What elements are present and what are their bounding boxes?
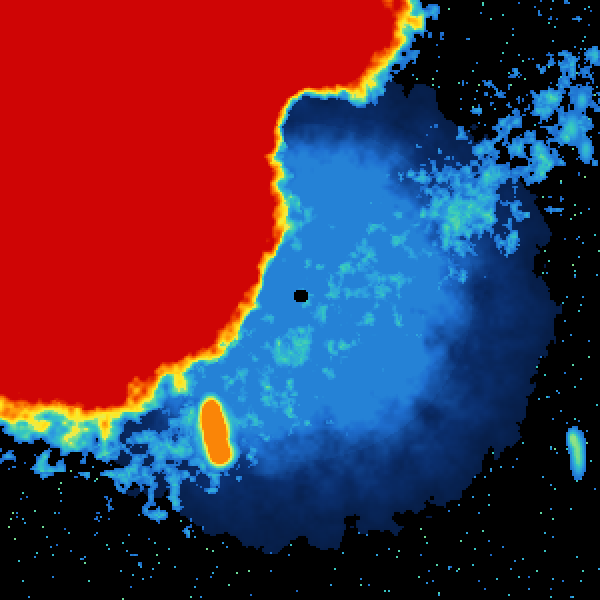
radar-reflectivity-canvas[interactable] <box>0 0 600 600</box>
radar-display-viewport[interactable]: dBZ radar reflectivity radar-reflectivit… <box>0 0 600 600</box>
